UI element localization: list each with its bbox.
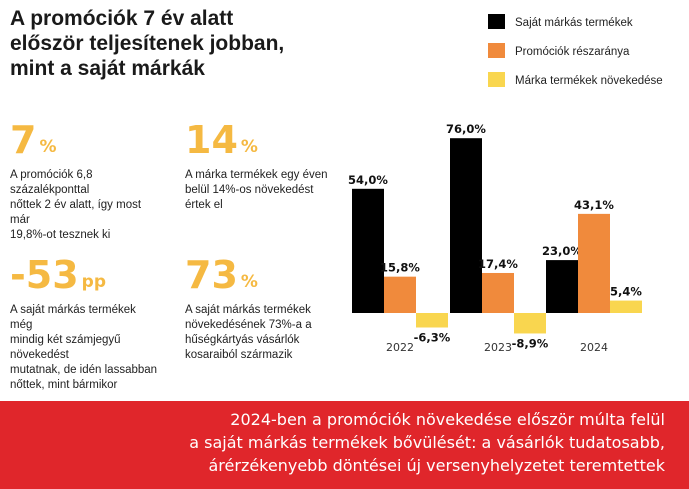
- stat-description: A saját márkás termékek növekedésének 73…: [185, 303, 335, 363]
- data-label: 76,0%: [446, 122, 486, 136]
- stat-description-line: belül 14%-os növekedést: [185, 184, 314, 196]
- bar-3-2024: [610, 300, 642, 313]
- headline-line: mint a saját márkák: [10, 57, 205, 80]
- stat-block-loyalty: 73% A saját márkás termékek növekedéséne…: [185, 255, 335, 363]
- stat-description-line: értek el: [185, 199, 223, 211]
- banner-line: 2024-ben a promóciók növekedése először …: [230, 410, 665, 429]
- stat-value: -53 pp: [10, 255, 160, 295]
- stat-number: 14: [185, 118, 238, 162]
- stat-description-line: A saját márkás termékek: [185, 304, 311, 316]
- bar-1-2023: [450, 138, 482, 313]
- headline-line: először teljesítenek jobban,: [10, 32, 285, 55]
- legend-swatch: [488, 72, 505, 87]
- headline-line: A promóciók 7 év alatt: [10, 7, 234, 30]
- stat-description-line: növekedésének 73%-a a: [185, 319, 312, 331]
- stat-description-line: kosaraiból származik: [185, 349, 293, 361]
- stat-description-line: mindig két számjegyű növekedést: [10, 334, 121, 361]
- category-label: 2023: [484, 341, 512, 354]
- bar-3-2022: [416, 313, 448, 328]
- stat-unit: %: [240, 272, 258, 292]
- stat-description-line: hűségkártyás vásárlók: [185, 334, 300, 346]
- data-label: 43,1%: [574, 198, 614, 212]
- stat-number: -53: [10, 253, 79, 297]
- stat-description-line: 19,8%-ot tesznek ki: [10, 229, 111, 241]
- stat-value: 14%: [185, 120, 335, 160]
- data-label: 5,4%: [610, 285, 642, 299]
- legend-label: Promóciók részaránya: [515, 46, 630, 58]
- bar-2-2022: [384, 276, 416, 313]
- stat-description: A saját márkás termékek még mindig két s…: [10, 303, 160, 393]
- stat-unit: %: [39, 137, 57, 157]
- stat-number: 7: [10, 118, 37, 162]
- data-label: 15,8%: [380, 261, 420, 275]
- stat-block-private-label: -53 pp A saját márkás termékek még mindig…: [10, 255, 160, 393]
- stat-description-line: mutatnak, de idén lassabban: [10, 364, 158, 376]
- stat-value: 7%: [10, 120, 160, 160]
- stat-description-line: nőttek 2 év alatt, így most már: [10, 199, 142, 226]
- stat-description-line: nőttek, mint bármikor: [10, 379, 118, 391]
- legend-label: Márka termékek növekedése: [515, 75, 663, 87]
- data-label: -8,9%: [512, 336, 549, 350]
- bar-3-2023: [514, 313, 546, 334]
- data-label: -6,3%: [414, 330, 451, 344]
- category-label: 2022: [386, 341, 414, 354]
- stat-description-line: A saját márkás termékek még: [10, 304, 136, 331]
- stat-block-brand-growth: 14% A márka termékek egy éven belül 14%-…: [185, 120, 335, 213]
- headline: A promóciók 7 év alatt először teljesíte…: [10, 6, 330, 81]
- stat-description-line: A promóciók 6,8 százalékponttal: [10, 169, 93, 196]
- bar-1-2022: [352, 188, 384, 313]
- banner-line: a saját márkás termékek bővülését: a vás…: [189, 433, 665, 452]
- stat-number: 73: [185, 253, 238, 297]
- stat-unit: pp: [81, 272, 106, 292]
- legend-label: Saját márkás termékek: [515, 17, 633, 29]
- legend-swatch: [488, 14, 505, 29]
- bar-2-2023: [482, 272, 514, 313]
- bar-2-2024: [578, 213, 610, 313]
- stat-block-promotions: 7% A promóciók 6,8 százalékponttal nőtte…: [10, 120, 160, 243]
- bar-1-2024: [546, 260, 578, 313]
- summary-banner: 2024-ben a promóciók növekedése először …: [0, 401, 689, 489]
- stat-unit: %: [240, 137, 258, 157]
- data-label: 17,4%: [478, 257, 518, 271]
- data-label: 54,0%: [348, 173, 388, 187]
- banner-line: árérzékenyebb döntései új versenyhelyzet…: [208, 456, 665, 475]
- category-label: 2024: [580, 341, 608, 354]
- stat-description-line: A márka termékek egy éven: [185, 169, 328, 181]
- stat-description: A promóciók 6,8 százalékponttal nőttek 2…: [10, 168, 160, 243]
- stat-value: 73%: [185, 255, 335, 295]
- data-label: 23,0%: [542, 244, 582, 258]
- legend-swatch: [488, 43, 505, 58]
- stat-description: A márka termékek egy éven belül 14%-os n…: [185, 168, 335, 213]
- bar-chart: 54,0% 76,0% 23,0% 15,8% 17,4% 43,1% -6,3% -8,9%…: [348, 14, 663, 354]
